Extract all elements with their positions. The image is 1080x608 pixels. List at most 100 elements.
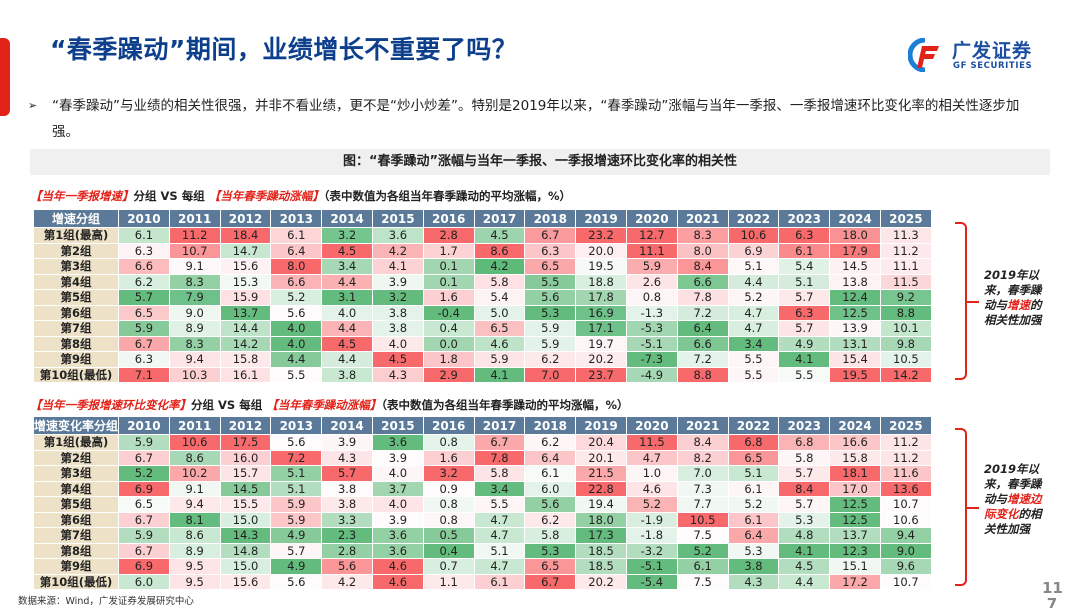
growth-change-group-table: 增速变化率分组 2010 2011 2012 2013 2014 2015 2016 2017 2… bbox=[33, 416, 932, 590]
heat-cell: 20.1 bbox=[575, 449, 627, 466]
heat-cell: 5.5 bbox=[524, 273, 577, 290]
heat-cell: 6.0 bbox=[118, 573, 170, 590]
heat-cell: 14.5 bbox=[219, 480, 272, 497]
heat-cell: 6.4 bbox=[270, 242, 323, 259]
heat-cell: 11.1 bbox=[879, 258, 932, 275]
column-header-year: 2024 bbox=[829, 416, 881, 435]
heat-cell: 7.2 bbox=[270, 449, 323, 466]
heat-cell: 4.7 bbox=[625, 449, 678, 466]
heat-cell: 6.0 bbox=[524, 480, 577, 497]
heat-cell: 1.6 bbox=[422, 289, 475, 306]
heat-cell: 6.1 bbox=[118, 227, 170, 244]
heat-cell: 17.8 bbox=[575, 289, 627, 306]
heat-cell: 8.6 bbox=[168, 449, 221, 466]
heat-cell: 5.2 bbox=[727, 289, 780, 306]
heat-cell: 15.0 bbox=[219, 558, 272, 575]
heat-cell: 8.4 bbox=[676, 434, 729, 451]
heat-cell: 15.8 bbox=[829, 449, 881, 466]
heat-cell: 2.8 bbox=[422, 227, 475, 244]
row-label: 第2组 bbox=[33, 449, 119, 466]
heat-cell: 4.6 bbox=[371, 558, 424, 575]
heat-cell: 2.6 bbox=[625, 273, 678, 290]
heat-cell: 10.7 bbox=[168, 242, 221, 259]
heat-cell: 13.7 bbox=[219, 304, 272, 321]
row-label: 第8组 bbox=[33, 542, 119, 559]
heat-cell: 5.1 bbox=[270, 465, 323, 482]
heat-cell: 11.2 bbox=[879, 449, 932, 466]
row-label: 第1组(最高) bbox=[33, 227, 119, 244]
heat-cell: 5.3 bbox=[778, 511, 831, 528]
bracket-1 bbox=[955, 222, 979, 380]
heat-cell: 15.0 bbox=[219, 511, 272, 528]
heat-cell: 10.6 bbox=[879, 511, 932, 528]
heat-cell: 0.8 bbox=[422, 434, 475, 451]
heat-cell: 20.2 bbox=[575, 351, 627, 368]
heat-cell: 5.8 bbox=[524, 527, 577, 544]
heat-cell: 15.3 bbox=[219, 273, 272, 290]
heat-cell: 21.5 bbox=[575, 465, 627, 482]
heat-cell: 3.6 bbox=[371, 227, 424, 244]
table-row: 第9组 6.9 9.5 15.0 4.9 5.6 4.6 0.7 4.7 6.5 18.5 -5.1 6… bbox=[33, 558, 932, 575]
row-label: 第5组 bbox=[33, 289, 119, 306]
heat-cell: 23.7 bbox=[575, 366, 627, 383]
heat-cell: 5.8 bbox=[473, 465, 526, 482]
heat-cell: 6.7 bbox=[118, 542, 170, 559]
heat-cell: 6.5 bbox=[473, 320, 526, 337]
heat-cell: 5.4 bbox=[473, 289, 526, 306]
heat-cell: 6.1 bbox=[270, 227, 323, 244]
heat-cell: 20.4 bbox=[575, 434, 627, 451]
heat-cell: 1.1 bbox=[422, 573, 475, 590]
heat-cell: 17.2 bbox=[829, 573, 881, 590]
heat-cell: 18.4 bbox=[219, 227, 272, 244]
row-label: 第7组 bbox=[33, 527, 119, 544]
heat-cell: 5.2 bbox=[727, 496, 780, 513]
heat-cell: 1.0 bbox=[625, 465, 678, 482]
table-header-row: 增速变化率分组 2010 2011 2012 2013 2014 2015 2016 2017 2… bbox=[33, 416, 932, 435]
heat-cell: 5.6 bbox=[524, 496, 577, 513]
subtitle-key-1: 【当年一季报增速】 bbox=[30, 189, 134, 203]
column-header-year: 2025 bbox=[879, 416, 932, 435]
row-label: 第7组 bbox=[33, 320, 119, 337]
heat-cell: 3.4 bbox=[473, 480, 526, 497]
heat-cell: 22.8 bbox=[575, 480, 627, 497]
heat-cell: 6.8 bbox=[778, 434, 831, 451]
heat-cell: -5.4 bbox=[625, 573, 678, 590]
heat-cell: 3.9 bbox=[321, 434, 373, 451]
heat-cell: 14.5 bbox=[829, 258, 881, 275]
heat-cell: 18.5 bbox=[575, 558, 627, 575]
heat-cell: 4.7 bbox=[727, 320, 780, 337]
heat-cell: 12.5 bbox=[829, 511, 881, 528]
heat-cell: 14.4 bbox=[219, 320, 272, 337]
heat-cell: 0.4 bbox=[422, 542, 475, 559]
summary-bullet: ➢ “春季躁动”与业绩的相关性很强，并非不看业绩，更不是“炒小炒差”。特别是20… bbox=[28, 93, 1038, 145]
heat-cell: 14.7 bbox=[219, 242, 272, 259]
heat-cell: 10.5 bbox=[879, 351, 932, 368]
column-header-year: 2017 bbox=[473, 209, 526, 228]
heat-cell: 3.3 bbox=[321, 511, 373, 528]
heat-cell: 18.5 bbox=[575, 542, 627, 559]
heat-cell: 4.1 bbox=[473, 366, 526, 383]
column-header-year: 2010 bbox=[118, 209, 170, 228]
heat-cell: 4.0 bbox=[270, 335, 323, 352]
heat-cell: -5.1 bbox=[625, 558, 678, 575]
heat-cell: 8.0 bbox=[270, 258, 323, 275]
heat-cell: 14.8 bbox=[219, 542, 272, 559]
heat-cell: 4.0 bbox=[371, 335, 424, 352]
heat-cell: 4.7 bbox=[473, 511, 526, 528]
heat-cell: 4.6 bbox=[473, 335, 526, 352]
heat-cell: 9.0 bbox=[168, 304, 221, 321]
heat-cell: 5.1 bbox=[727, 258, 780, 275]
heat-cell: 8.3 bbox=[168, 273, 221, 290]
heat-cell: 4.2 bbox=[321, 573, 373, 590]
heat-cell: 11.5 bbox=[879, 273, 932, 290]
heat-cell: 6.5 bbox=[524, 258, 577, 275]
heat-cell: 6.3 bbox=[524, 242, 577, 259]
heat-cell: 6.3 bbox=[778, 304, 831, 321]
heat-cell: 4.5 bbox=[321, 335, 373, 352]
heat-cell: 6.5 bbox=[524, 558, 577, 575]
heat-cell: 6.2 bbox=[524, 351, 577, 368]
heat-cell: 9.1 bbox=[168, 480, 221, 497]
column-header-year: 2011 bbox=[168, 416, 221, 435]
table-row: 第8组 6.7 8.3 14.2 4.0 4.5 4.0 0.0 4.6 5.9 19.7 -5.1 6… bbox=[33, 335, 932, 352]
heat-cell: 6.7 bbox=[118, 449, 170, 466]
